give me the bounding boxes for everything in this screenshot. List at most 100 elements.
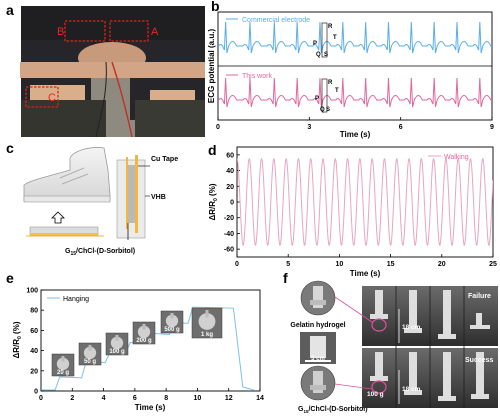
chart-d-ytick-label: 20	[226, 184, 234, 191]
region-c-box	[25, 86, 59, 108]
chart-b-xtick-label: 6	[399, 124, 403, 131]
ecg-label-p-bottom: P	[315, 96, 319, 102]
photo-a: B A C	[20, 6, 205, 138]
ecg-label-t-top: T	[333, 35, 337, 41]
ecg-label-p-top: P	[313, 41, 317, 47]
chart-e-xtick-label: 12	[225, 395, 233, 402]
chart-e-xtick-label: 6	[133, 395, 137, 402]
weight-label: 500 g	[164, 327, 180, 333]
chart-d-xtick-label: 20	[438, 261, 446, 268]
panel-label-e: e	[6, 270, 14, 286]
beat-highlight-bottom	[321, 78, 328, 113]
chart-b-xtick-label: 9	[490, 124, 494, 131]
gel-layer	[128, 165, 135, 223]
weight-icon	[137, 325, 151, 339]
chart-e-xlabel: Time (s)	[135, 403, 166, 412]
ecg-label-s-top: S	[324, 52, 328, 58]
chart-d-ytick-label: -20	[224, 215, 234, 222]
ecg-trace-commercial	[218, 21, 492, 54]
shoe-icon	[23, 147, 111, 202]
chart-d-xtick-label: 15	[387, 261, 395, 268]
chart-d-xtick-label: 5	[286, 261, 290, 268]
ecg-label-q-bottom: Q	[320, 107, 325, 113]
label-scale: 3 cm	[311, 356, 325, 362]
chart-d-ytick-label: 0	[230, 200, 234, 207]
chart-b-xlabel: Time (s)	[340, 130, 371, 139]
chart-d-xtick-label: 25	[489, 261, 497, 268]
weight-label: 20 g	[57, 370, 69, 376]
label-failure: Failure	[468, 293, 491, 300]
chart-e: 0 2 4 6 8 10 12 14 0 20 40 60 80 100 Hanging 20 g 50 g…	[12, 288, 264, 413]
chart-e-ylabel: ΔR/R0 (%)	[12, 321, 23, 358]
shoe-schematic: Cu Tape VHB G15/ChCl-(D-Sorbitol)	[23, 147, 178, 257]
chart-e-xtick-label: 4	[102, 395, 106, 402]
chart-b-xtick-label: 0	[216, 124, 220, 131]
weight-icon	[165, 314, 179, 328]
chart-d: 0 5 10 15 20 25 60 40 20 0 -20 -40 -60 Walking Time …	[208, 146, 497, 278]
ecg-label-r-top: R	[328, 24, 333, 30]
chart-e-xtick-label: 0	[39, 395, 43, 402]
chart-e-ytick-label: 0	[34, 389, 38, 396]
legend-e-hanging: Hanging	[63, 296, 89, 303]
chart-b-xtick-label: 3	[307, 124, 311, 131]
panel-label-a: a	[6, 2, 14, 18]
ecg-label-t-bottom: T	[335, 88, 339, 94]
region-c-label: C	[48, 92, 56, 104]
chart-d-ylabel: ΔR/R0 (%)	[208, 183, 219, 220]
region-a-label: A	[151, 26, 159, 38]
region-b-box	[64, 20, 106, 42]
legend-b-this-work: This work	[242, 73, 272, 80]
chart-d-xlabel: Time (s)	[350, 269, 381, 278]
weight-label: 200 g	[136, 338, 152, 344]
ecg-trace-this-work	[218, 77, 492, 108]
label-distance-bottom: 18 cm	[402, 386, 421, 393]
chart-e-ytick-label: 80	[30, 308, 38, 315]
label-material-f: G15/ChCl-(D-Sorbitol)	[298, 406, 368, 414]
chart-e-xtick-label: 8	[164, 395, 168, 402]
ecg-label-q-top: Q	[316, 52, 321, 58]
region-a-box	[109, 20, 149, 42]
panel-label-d: d	[208, 142, 217, 158]
weight-icon	[110, 336, 124, 350]
panel-label-f: f	[283, 270, 288, 286]
chart-e-ytick-label: 100	[26, 288, 38, 295]
label-vhb: VHB	[151, 194, 166, 201]
panel-label-b: b	[211, 0, 220, 14]
walking-trace	[237, 157, 493, 247]
chart-e-frame	[40, 289, 261, 392]
weight-label: 1 kg	[201, 332, 213, 338]
weight-icon	[83, 346, 97, 360]
chart-e-xtick-label: 2	[70, 395, 74, 402]
region-b-label: B	[57, 26, 64, 38]
legend-d-walking: Walking	[444, 154, 469, 161]
weight-icon	[198, 313, 216, 330]
chart-e-ytick-label: 60	[30, 328, 38, 335]
label-material-c: G15/ChCl-(D-Sorbitol)	[65, 248, 135, 257]
label-success: Success	[465, 357, 494, 364]
chart-d-xtick-label: 10	[336, 261, 344, 268]
label-gelatin-hydrogel: Gelatin hydrogel	[290, 322, 345, 329]
chart-e-xtick-label: 10	[194, 395, 202, 402]
up-arrow-icon	[51, 211, 65, 224]
chart-d-ytick-label: -40	[224, 231, 234, 238]
panel-label-c: c	[6, 140, 14, 156]
chart-b-ylabel: ECG potential (a.u.)	[207, 29, 216, 104]
panel-f-photos: Gelatin hydrogel 3 cm G15/ChCl-(D-Sorbit…	[290, 280, 498, 414]
chart-d-xtick-label: 0	[235, 261, 239, 268]
label-mass: 100 g	[367, 391, 384, 398]
ecg-label-s-bottom: S	[326, 107, 330, 113]
chart-e-ytick-label: 20	[30, 368, 38, 375]
weight-icon	[56, 357, 70, 371]
weight-label: 50 g	[84, 359, 96, 365]
chart-d-ytick-label: 40	[226, 168, 234, 175]
chart-d-ytick-label: -60	[224, 247, 234, 254]
chart-d-ytick-label: 60	[226, 152, 234, 159]
weight-label: 100 g	[109, 349, 125, 355]
chart-e-ytick-label: 40	[30, 348, 38, 355]
cu-tape-strip	[135, 155, 138, 233]
legend-b-commercial: Commercial electrode	[242, 17, 310, 24]
label-cu-tape: Cu Tape	[151, 156, 178, 163]
ecg-label-r-bottom: R	[328, 80, 333, 86]
